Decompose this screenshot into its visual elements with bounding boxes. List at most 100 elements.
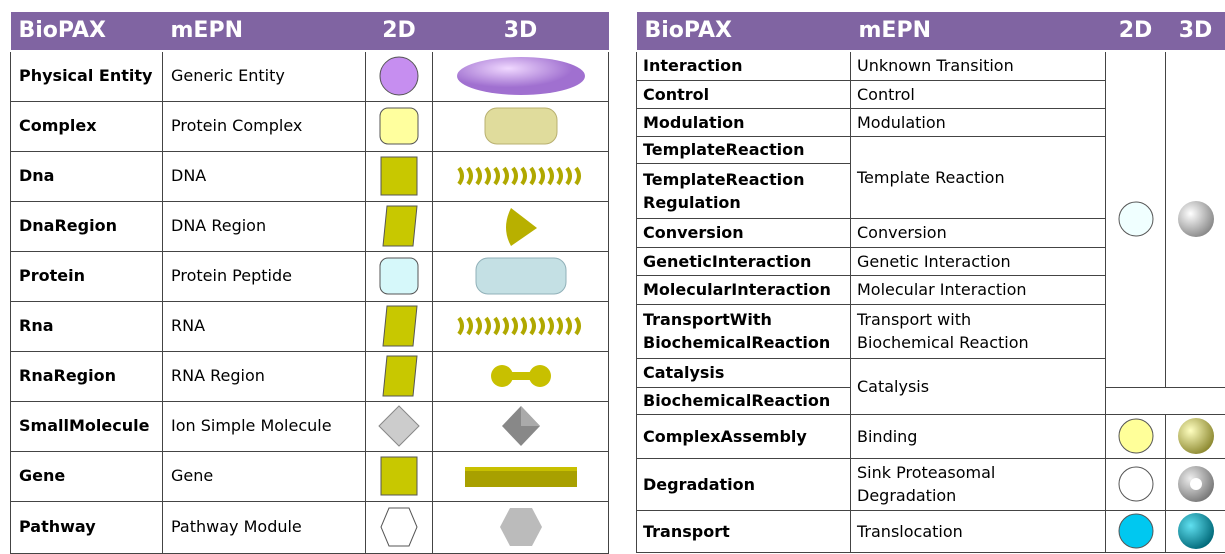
biopax-cell: Conversion bbox=[636, 217, 851, 248]
icon-2d bbox=[1105, 457, 1166, 511]
header: BioPAX bbox=[636, 12, 851, 52]
row: Pathway Pathway Module bbox=[10, 500, 609, 554]
row: Complex Protein Complex bbox=[10, 100, 609, 152]
icon-2d bbox=[365, 500, 433, 554]
biopax-cell: Complex bbox=[10, 100, 163, 152]
mepn-cell: Binding bbox=[850, 413, 1106, 459]
header: 2D bbox=[1105, 12, 1166, 52]
icon-3d bbox=[432, 150, 609, 202]
header: mEPN bbox=[162, 12, 366, 52]
row: Protein Protein Peptide bbox=[10, 250, 609, 302]
row: Conversion Conversion bbox=[636, 217, 1225, 248]
header: 3D bbox=[432, 12, 609, 52]
row: RnaRegion RNA Region bbox=[10, 350, 609, 402]
row: Catalysis Catalysis bbox=[636, 357, 1225, 415]
row: TemplateReaction Regulation bbox=[636, 162, 1225, 219]
mepn-cell: RNA bbox=[162, 300, 366, 352]
icon-3d bbox=[1165, 413, 1225, 459]
row: SmallMolecule Ion Simple Molecule bbox=[10, 400, 609, 452]
mepn-cell: Template Reaction bbox=[850, 135, 1106, 219]
icon-3d bbox=[1165, 457, 1225, 511]
biopax-cell: Degradation bbox=[636, 457, 851, 511]
mepn-cell: Translocation bbox=[850, 509, 1106, 553]
biopax-cell: ComplexAssembly bbox=[636, 413, 851, 459]
biopax-cell: TemplateReaction Regulation bbox=[636, 162, 851, 219]
mepn-cell: Generic Entity bbox=[162, 50, 366, 102]
row: ComplexAssembly Binding bbox=[636, 413, 1225, 459]
icon-2d bbox=[365, 250, 433, 302]
biopax-cell: TemplateReaction bbox=[636, 135, 851, 164]
mepn-cell: Conversion bbox=[850, 217, 1106, 248]
row: Interaction Unknown Transition bbox=[636, 50, 1225, 388]
mepn-cell: Pathway Module bbox=[162, 500, 366, 554]
mepn-cell: Control bbox=[850, 79, 1106, 109]
row: Modulation Modulation bbox=[636, 107, 1225, 137]
mepn-cell: DNA bbox=[162, 150, 366, 202]
row: Physical Entity Generic Entity bbox=[10, 50, 609, 102]
row: DnaRegion DNA Region bbox=[10, 200, 609, 252]
icon-3d bbox=[432, 450, 609, 502]
biopax-cell: DnaRegion bbox=[10, 200, 163, 252]
row: TransportWith BiochemicalReaction Transpo… bbox=[636, 303, 1225, 359]
mepn-cell: Protein Peptide bbox=[162, 250, 366, 302]
biopax-cell: Catalysis bbox=[636, 357, 851, 388]
biopax-cell: Transport bbox=[636, 509, 851, 553]
mepn-cell: Protein Complex bbox=[162, 100, 366, 152]
biopax-cell: MolecularInteraction bbox=[636, 274, 851, 305]
biopax-cell: Dna bbox=[10, 150, 163, 202]
biopax-cell: Rna bbox=[10, 300, 163, 352]
row: TemplateReaction Template Reaction bbox=[636, 135, 1225, 219]
biopax-cell: Pathway bbox=[10, 500, 163, 554]
icon-3d bbox=[432, 200, 609, 252]
icon-3d bbox=[432, 250, 609, 302]
header: BioPAX bbox=[10, 12, 163, 52]
row: Control Control bbox=[636, 79, 1225, 109]
mepn-cell: Gene bbox=[162, 450, 366, 502]
icon-3d bbox=[432, 300, 609, 352]
icon-2d bbox=[1105, 50, 1166, 388]
row: GeneticInteraction Genetic Interaction bbox=[636, 246, 1225, 276]
mepn-cell: Sink Proteasomal Degradation bbox=[850, 457, 1106, 511]
biopax-cell: Physical Entity bbox=[10, 50, 163, 102]
row: Transport Translocation bbox=[636, 509, 1225, 553]
biopax-cell: Gene bbox=[10, 450, 163, 502]
mepn-cell: Molecular Interaction bbox=[850, 274, 1106, 305]
mepn-cell: Genetic Interaction bbox=[850, 246, 1106, 276]
mepn-cell: RNA Region bbox=[162, 350, 366, 402]
icon-3d bbox=[1165, 509, 1225, 553]
mepn-cell: DNA Region bbox=[162, 200, 366, 252]
row: Degradation Sink Proteasomal Degradation bbox=[636, 457, 1225, 511]
mepn-cell: Ion Simple Molecule bbox=[162, 400, 366, 452]
icon-2d bbox=[1105, 509, 1166, 553]
header: 3D bbox=[1165, 12, 1225, 52]
mepn-cell: Catalysis bbox=[850, 357, 1106, 415]
icon-2d bbox=[365, 100, 433, 152]
biopax-cell: GeneticInteraction bbox=[636, 246, 851, 276]
header: 2D bbox=[365, 12, 433, 52]
icon-2d bbox=[365, 450, 433, 502]
icon-2d bbox=[365, 150, 433, 202]
icon-2d bbox=[1105, 413, 1166, 459]
row: Gene Gene bbox=[10, 450, 609, 502]
icon-3d bbox=[432, 100, 609, 152]
icon-3d bbox=[432, 500, 609, 554]
icon-2d bbox=[365, 50, 433, 102]
icon-2d bbox=[365, 300, 433, 352]
biopax-cell: TransportWith BiochemicalReaction bbox=[636, 303, 851, 359]
header-row: BioPAX mEPN 2D 3D bbox=[10, 12, 609, 52]
biopax-cell: Modulation bbox=[636, 107, 851, 137]
biopax-cell: Interaction bbox=[636, 50, 851, 81]
mepn-cell: Transport with Biochemical Reaction bbox=[850, 303, 1106, 359]
icon-2d bbox=[365, 350, 433, 402]
mepn-cell: Unknown Transition bbox=[850, 50, 1106, 81]
icon-3d bbox=[432, 400, 609, 452]
biopax-cell: Protein bbox=[10, 250, 163, 302]
icon-3d bbox=[1165, 50, 1225, 388]
icon-3d bbox=[432, 350, 609, 402]
icon-2d bbox=[365, 200, 433, 252]
icon-2d bbox=[365, 400, 433, 452]
icon-3d bbox=[432, 50, 609, 102]
header: mEPN bbox=[850, 12, 1106, 52]
left-table: BioPAX mEPN 2D 3D Physical Entity Generic En… bbox=[10, 12, 609, 554]
